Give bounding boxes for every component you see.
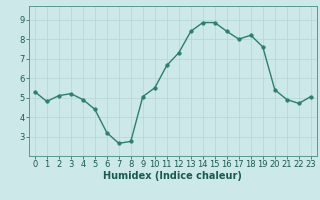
X-axis label: Humidex (Indice chaleur): Humidex (Indice chaleur) bbox=[103, 171, 242, 181]
